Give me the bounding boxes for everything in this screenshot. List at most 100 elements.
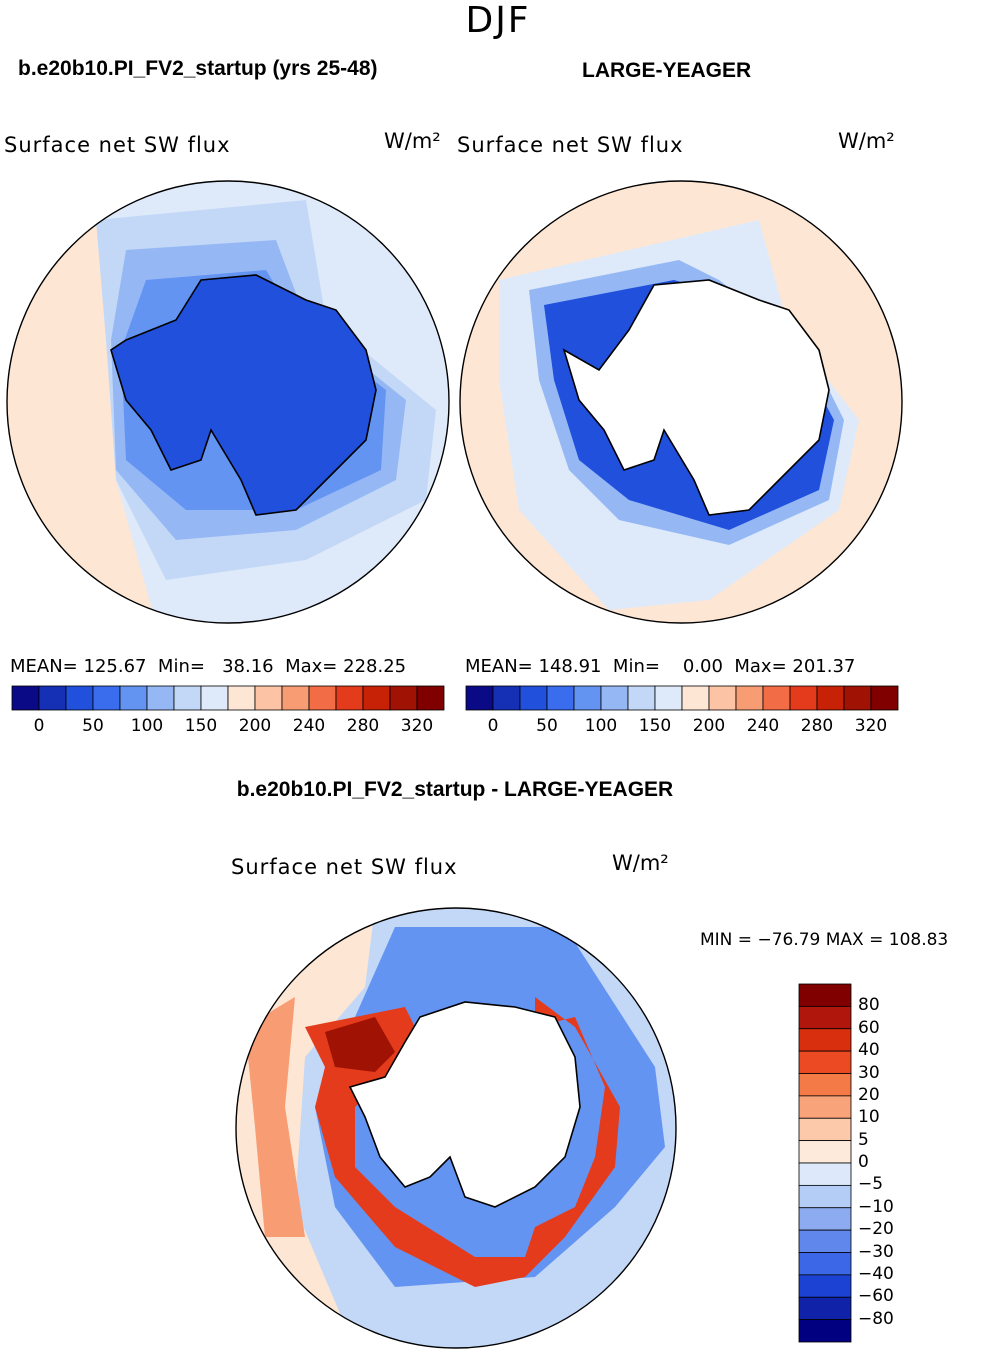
difference-colorbar-swatch — [798, 1319, 852, 1343]
difference-variable-label: Surface net SW flux — [231, 855, 458, 879]
difference-colorbar-tick: 5 — [858, 1129, 869, 1150]
difference-colorbar-swatch — [798, 1050, 852, 1074]
panel1-colorbar-swatch — [254, 685, 283, 711]
panel2-colorbar-tick: 0 — [487, 716, 499, 736]
difference-colorbar — [798, 983, 852, 1343]
panel1-colorbar-swatch — [11, 685, 40, 711]
difference-colorbar-tick: −80 — [858, 1308, 894, 1329]
panel1-colorbar-ticks: 0 50 100 150 200 240 280 320 — [12, 716, 444, 738]
difference-colorbar-tick: 60 — [858, 1017, 880, 1038]
difference-colorbar-tick: −60 — [858, 1286, 894, 1307]
panel1-colorbar-tick: 200 — [238, 716, 272, 736]
panel1-colorbar-swatch — [308, 685, 337, 711]
red-coastal-band — [305, 997, 620, 1287]
panel2-colorbar-swatch — [681, 685, 710, 711]
difference-colorbar-swatch — [798, 1252, 852, 1276]
difference-colorbar-tick: 0 — [858, 1152, 869, 1172]
difference-colorbar-swatch — [798, 983, 852, 1007]
difference-polar-map — [235, 907, 677, 1349]
panel1-colorbar — [11, 685, 445, 711]
panel2-colorbar-swatch — [789, 685, 818, 711]
panel1-colorbar-swatch — [227, 685, 256, 711]
season-title: DJF — [465, 0, 531, 41]
difference-colorbar-tick: −5 — [858, 1174, 884, 1195]
panel2-colorbar-tick: 320 — [854, 716, 888, 736]
difference-min-max: MIN = −76.79 MAX = 108.83 — [700, 930, 949, 950]
difference-colorbar-tick: −30 — [858, 1241, 894, 1262]
panel2-colorbar-tick: 280 — [800, 716, 834, 736]
difference-colorbar-tick: 40 — [858, 1040, 880, 1061]
difference-colorbar-swatch — [798, 1184, 852, 1209]
panel2-stats: MEAN= 148.91 Min= 0.00 Max= 201.37 — [465, 656, 855, 677]
difference-colorbar-swatch — [798, 1229, 852, 1253]
antarctica-coastline — [348, 1001, 581, 1208]
difference-colorbar-swatch — [798, 1095, 852, 1119]
panel2-colorbar-swatch — [816, 685, 845, 711]
missing-data-region — [564, 280, 829, 515]
panel1-colorbar-tick: 240 — [292, 716, 326, 736]
panel2-colorbar-swatch — [762, 685, 791, 711]
panel1-colorbar-swatch — [335, 685, 364, 711]
panel2-colorbar-swatch — [870, 685, 899, 711]
panel1-colorbar-tick: 0 — [33, 716, 45, 736]
panel1-colorbar-swatch — [119, 685, 148, 711]
panel2-max: Max= 201.37 — [734, 656, 856, 677]
panel1-colorbar-swatch — [38, 685, 67, 711]
panel2-colorbar-tick: 50 — [536, 716, 558, 736]
difference-colorbar-swatch — [798, 1274, 852, 1298]
difference-colorbar-tick: −10 — [858, 1196, 894, 1217]
panel1-units: W/m² — [384, 129, 441, 153]
panel1-stats: MEAN= 125.67 Min= 38.16 Max= 228.25 — [10, 656, 406, 677]
difference-colorbar-swatch — [798, 1296, 852, 1321]
panel2-colorbar-swatch — [735, 685, 764, 711]
panel2-variable-label: Surface net SW flux — [457, 133, 684, 157]
panel2-colorbar-swatch — [546, 685, 575, 711]
panel1-colorbar-swatch — [281, 685, 310, 711]
panel2-colorbar-tick: 100 — [584, 716, 618, 736]
panel2-colorbar — [465, 685, 899, 711]
difference-units: W/m² — [612, 851, 669, 875]
panel1-colorbar-swatch — [65, 685, 94, 711]
panel2-colorbar-swatch — [843, 685, 872, 711]
panel1-colorbar-swatch — [200, 685, 229, 711]
difference-colorbar-tick: 80 — [858, 995, 880, 1016]
panel2-colorbar-swatch — [627, 685, 656, 711]
panel1-colorbar-swatch — [92, 685, 121, 711]
difference-colorbar-swatch — [798, 1207, 852, 1231]
panel1-colorbar-swatch — [389, 685, 418, 711]
panel1-colorbar-tick: 150 — [184, 716, 218, 736]
panel2-colorbar-ticks: 0 50 100 150 200 240 280 320 — [466, 716, 898, 738]
antarctica-coastline — [110, 274, 377, 516]
dark-red-hotspot — [325, 1017, 395, 1072]
panel1-colorbar-swatch — [362, 685, 391, 711]
difference-colorbar-swatch — [798, 1028, 852, 1052]
panel2-colorbar-swatch — [492, 685, 521, 711]
panel2-polar-map — [459, 180, 903, 624]
panel1-colorbar-swatch — [173, 685, 202, 711]
panel2-colorbar-swatch — [654, 685, 683, 711]
difference-colorbar-tick: 10 — [858, 1107, 880, 1128]
panel2-colorbar-swatch — [600, 685, 629, 711]
difference-colorbar-swatch — [798, 1005, 852, 1030]
difference-colorbar-ticks: 80 60 40 30 20 10 5 0 −5 −10 −20 −30 −40 −60 −80 — [858, 984, 918, 1342]
difference-colorbar-tick: 30 — [858, 1062, 880, 1083]
difference-colorbar-tick: 20 — [858, 1084, 880, 1105]
panel1-colorbar-tick: 280 — [346, 716, 380, 736]
panel2-colorbar-tick: 200 — [692, 716, 726, 736]
panel2-units: W/m² — [838, 129, 895, 153]
panel1-polar-map — [6, 180, 450, 624]
panel1-colorbar-tick: 320 — [400, 716, 434, 736]
difference-colorbar-swatch — [798, 1117, 852, 1142]
orange-streak — [245, 997, 305, 1237]
antarctica-coastline — [562, 279, 830, 516]
panel2-colorbar-tick: 150 — [638, 716, 672, 736]
panel2-case-title: LARGE-YEAGER — [582, 59, 752, 82]
panel2-colorbar-swatch — [708, 685, 737, 711]
panel1-colorbar-swatch — [146, 685, 175, 711]
difference-title: b.e20b10.PI_FV2_startup - LARGE-YEAGER — [236, 778, 674, 801]
difference-colorbar-swatch — [798, 1073, 852, 1097]
panel1-mean: MEAN= 125.67 — [10, 656, 147, 677]
panel1-colorbar-tick: 100 — [130, 716, 164, 736]
panel1-max: Max= 228.25 — [285, 656, 407, 677]
difference-colorbar-swatch — [798, 1140, 852, 1164]
